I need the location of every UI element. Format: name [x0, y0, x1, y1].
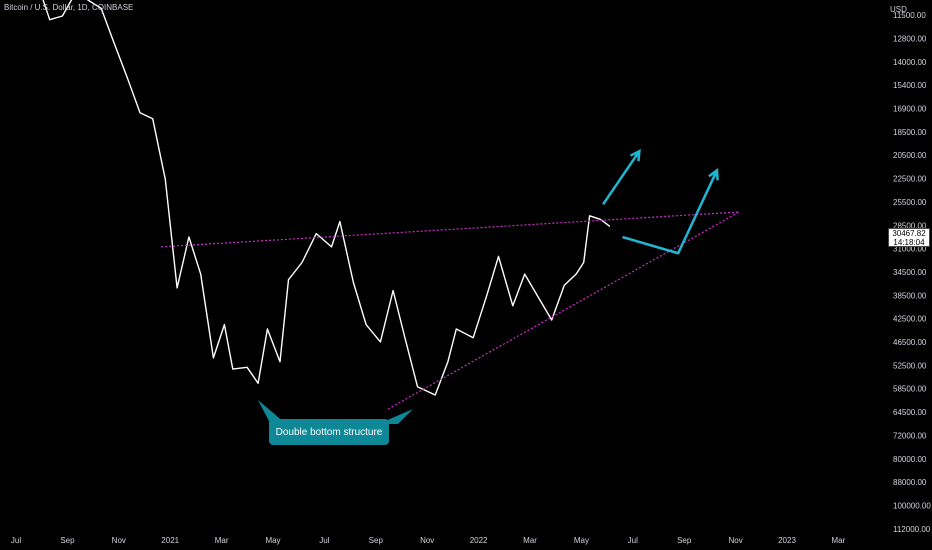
y-tick-label: 58500.00	[893, 385, 927, 394]
y-tick-label: 52500.00	[893, 361, 927, 370]
x-tick-label: May	[265, 536, 280, 545]
horizontal-resistance-trendline[interactable]	[161, 211, 739, 248]
y-tick-label: 18500.00	[893, 128, 927, 137]
price-axis[interactable]: 11500.00 12800.00 14000.00 15400.00 16900.00…	[893, 11, 931, 534]
y-tick-label: 25500.00	[893, 198, 927, 207]
y-tick-label: 112000.00	[893, 525, 931, 534]
y-tick-label: 100000.00	[893, 502, 931, 511]
y-tick-label: 80000.00	[893, 455, 927, 464]
annotation-callout[interactable]: Double bottom structure	[269, 419, 389, 445]
y-tick-label: 64500.00	[893, 408, 927, 417]
x-tick-label: Sep	[369, 536, 384, 545]
price-series-line[interactable]	[11, 0, 611, 396]
y-tick-label: 34500.00	[893, 268, 927, 277]
x-tick-label: Jul	[11, 536, 21, 545]
symbol-header: Bitcoin / U.S. Dollar, 1D, COINBASE	[4, 3, 134, 12]
x-tick-label: Sep	[60, 536, 75, 545]
x-tick-label: Sep	[677, 536, 692, 545]
x-tick-label: Mar	[832, 536, 846, 545]
y-tick-label: 88000.00	[893, 478, 927, 487]
y-tick-label: 14000.00	[893, 58, 927, 67]
y-tick-label: 72000.00	[893, 431, 927, 440]
x-tick-label: Mar	[215, 536, 229, 545]
projection-arrow[interactable]	[622, 169, 719, 255]
y-tick-label: 46500.00	[893, 338, 927, 347]
x-tick-label: 2023	[778, 536, 796, 545]
y-tick-label: 42500.00	[893, 315, 927, 324]
x-tick-label: Nov	[728, 536, 742, 545]
y-tick-label: 15400.00	[893, 81, 927, 90]
annotation-text: Double bottom structure	[275, 426, 383, 438]
last-price-badge: 30467.82 14:18:04	[888, 228, 930, 247]
callout-pointer-left	[258, 400, 285, 423]
y-tick-label: 11500.00	[893, 11, 926, 20]
y-tick-label: 31000.00	[893, 245, 927, 254]
x-tick-label: Jul	[319, 536, 329, 545]
x-tick-label: May	[574, 536, 589, 545]
last-price: 30467.82	[892, 229, 926, 238]
arrow-head-icon	[708, 167, 719, 181]
x-tick-label: Nov	[112, 536, 126, 545]
x-tick-label: Jul	[628, 536, 638, 545]
y-tick-label: 12800.00	[893, 35, 927, 44]
y-tick-label: 16900.00	[893, 105, 927, 114]
y-tick-label: 22500.00	[893, 175, 927, 184]
y-tick-label: 20500.00	[893, 151, 927, 160]
y-tick-label: 38500.00	[893, 291, 927, 300]
axis-unit-label: USD	[890, 5, 907, 14]
bar-countdown: 14:18:04	[893, 238, 925, 247]
time-axis[interactable]: Jul Sep Nov 2021 Mar May Jul Sep Nov 2022 Mar May Ju…	[11, 536, 846, 545]
y-tick-label: 28500.00	[893, 221, 927, 230]
x-tick-label: 2022	[470, 536, 488, 545]
x-tick-label: Mar	[523, 536, 537, 545]
rising-support-trendline[interactable]	[387, 211, 740, 410]
x-tick-label: 2021	[161, 536, 179, 545]
x-tick-label: Nov	[420, 536, 434, 545]
arrow-head-icon	[629, 148, 641, 162]
projection-arrow[interactable]	[602, 150, 641, 205]
